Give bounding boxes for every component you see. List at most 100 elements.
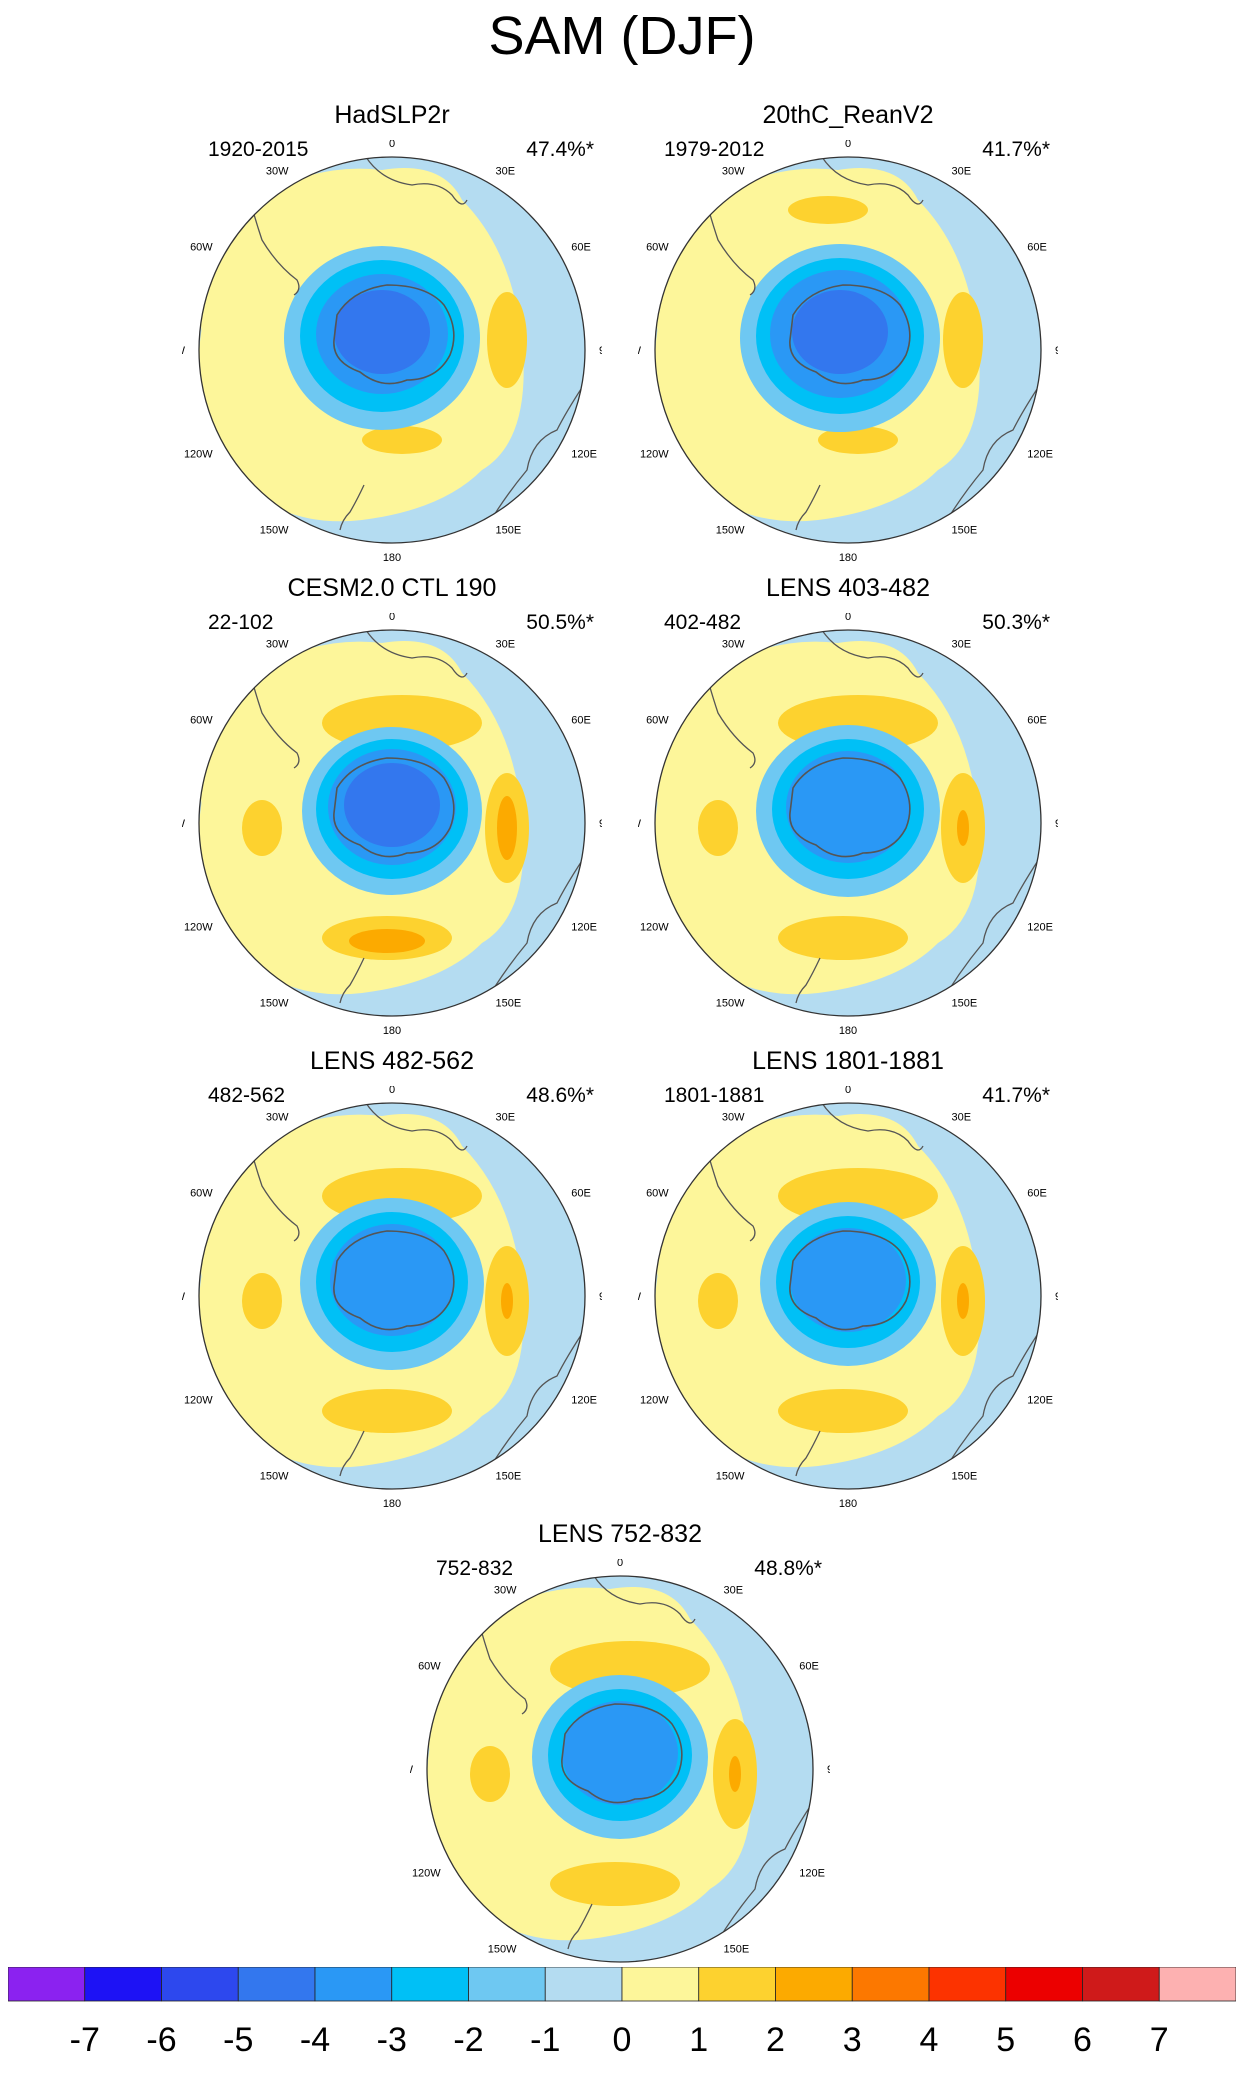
negative-anomaly-ring xyxy=(562,1701,678,1805)
lon-label-30e: 30E xyxy=(496,1112,516,1124)
colorbar-tick-label: 4 xyxy=(920,2021,939,2059)
antarctica-coastline xyxy=(789,284,911,385)
colorbar-tick-label: 6 xyxy=(1073,2021,1092,2059)
colorbar-swatch xyxy=(698,1967,776,2002)
negative-anomaly-ring xyxy=(786,751,910,863)
positive-lobe xyxy=(322,1389,452,1433)
map-fields xyxy=(655,1103,1041,1489)
polar-map: 030E60E90E120E150E180150W120W90W60W30W xyxy=(638,1086,1058,1510)
lon-label-120w: 120W xyxy=(184,1395,213,1407)
antarctica-coastline xyxy=(789,757,911,858)
lon-label-90w: 90W xyxy=(638,818,642,830)
map-border xyxy=(198,629,586,1017)
panel-variance-percent: 41.7%* xyxy=(982,138,1050,161)
negative-anomaly-ring xyxy=(792,290,888,374)
panel-title: 20thC_ReanV2 xyxy=(762,101,934,129)
panel-title: LENS 403-482 xyxy=(765,574,930,602)
lon-label-120e: 120E xyxy=(571,922,597,934)
polar-map: 030E60E90E120E150E180150W120W90W60W30W xyxy=(182,1086,602,1510)
australia-coastline xyxy=(937,1325,1041,1482)
lon-label-30e: 30E xyxy=(952,1112,972,1124)
panel-variance-percent: 50.3%* xyxy=(982,611,1050,634)
lon-label-180: 180 xyxy=(839,552,857,564)
antarctica-coastline xyxy=(333,1230,455,1331)
negative-anomaly-ring xyxy=(330,1224,454,1336)
colorbar-tick-label: 2 xyxy=(766,2021,785,2059)
colorbar-tick-label: -2 xyxy=(453,2021,483,2059)
lon-label-60w: 60W xyxy=(190,242,213,254)
australia-coastline xyxy=(481,852,585,1009)
map-fields xyxy=(427,1576,813,1962)
lon-label-90e: 90E xyxy=(599,818,602,830)
lon-label-60w: 60W xyxy=(190,715,213,727)
new-zealand-coastline xyxy=(795,484,821,531)
lon-label-0: 0 xyxy=(845,1086,851,1096)
positive-lobe xyxy=(778,916,908,960)
lon-label-60w: 60W xyxy=(418,1661,441,1673)
positive-lobe xyxy=(487,292,527,388)
positive-lobe xyxy=(778,1389,908,1433)
new-zealand-coastline xyxy=(339,1430,365,1477)
colorbar-swatch xyxy=(161,1967,239,2002)
map-fields xyxy=(655,630,1041,1016)
map-border xyxy=(198,1102,586,1490)
colorbar-tick-label: 5 xyxy=(996,2021,1015,2059)
map-border xyxy=(654,629,1042,1017)
australia-coastline xyxy=(937,379,1041,536)
polar-map: 030E60E90E120E150E180150W120W90W60W30W xyxy=(410,1559,830,1983)
map-panel-20thc-reanv2: 20thC_ReanV2 1979-2012 41.7%* 0 30E 60E 90E… xyxy=(638,100,1058,570)
panel-period: 482-562 xyxy=(208,1084,286,1107)
negative-anomaly-ring xyxy=(344,763,440,847)
negative-anomaly-ring xyxy=(790,1228,906,1332)
lon-label-120e: 120E xyxy=(1027,922,1053,934)
africa-coastline xyxy=(361,157,468,205)
positive-core xyxy=(729,1756,741,1792)
lon-label-90w: 90W xyxy=(182,818,186,830)
lon-label-120e: 120E xyxy=(1027,449,1053,461)
lon-label-150w: 150W xyxy=(716,997,745,1009)
positive-core xyxy=(957,810,969,846)
lon-label-0: 0 xyxy=(845,613,851,623)
colorbar-tick-label: 3 xyxy=(843,2021,862,2059)
map-border xyxy=(198,156,586,544)
colorbar-swatch xyxy=(237,1967,316,2002)
map-fields xyxy=(199,157,585,543)
africa-coastline xyxy=(817,157,924,205)
lon-label-150w: 150W xyxy=(260,1470,289,1482)
colorbar-tick-label: -6 xyxy=(146,2021,176,2059)
figure-title: SAM (DJF) xyxy=(488,6,756,66)
new-zealand-coastline xyxy=(567,1903,593,1950)
lon-label-0: 0 xyxy=(389,1086,395,1096)
lon-label-90e: 90E xyxy=(1055,1291,1058,1303)
lon-label-90w: 90W xyxy=(182,345,186,357)
lon-label-150w: 150W xyxy=(260,997,289,1009)
colorbar-swatch xyxy=(775,1967,853,2002)
antarctica-coastline xyxy=(789,1230,911,1331)
map-fields xyxy=(655,157,1041,543)
lon-label-60w: 60W xyxy=(646,715,669,727)
lon-label-0: 0 xyxy=(389,613,395,623)
lon-label-0: 0 xyxy=(617,1559,623,1569)
map-panel-hadslp2r: HadSLP2r 1920-2015 47.4%* 0 30E 60E 90E 120E… xyxy=(182,100,602,570)
new-zealand-coastline xyxy=(339,957,365,1004)
lon-label-60w: 60W xyxy=(646,1188,669,1200)
colorbar-swatch xyxy=(8,1967,86,2002)
panel-variance-percent: 48.6%* xyxy=(526,1084,594,1107)
panel-period: 1920-2015 xyxy=(208,138,309,161)
map-fields xyxy=(199,1103,585,1489)
lon-label-150e: 150E xyxy=(952,1470,978,1482)
polar-map: 030E60E90E120E150E180150W120W90W60W30W xyxy=(182,140,602,564)
panel-title: LENS 482-562 xyxy=(309,1047,474,1075)
map-border xyxy=(654,156,1042,544)
colorbar-swatch xyxy=(468,1967,546,2002)
australia-coastline xyxy=(481,379,585,536)
panel-title: LENS 752-832 xyxy=(537,1520,702,1548)
positive-lobe xyxy=(362,426,442,454)
positive-core xyxy=(349,929,425,953)
lon-label-120e: 120E xyxy=(1027,1395,1053,1407)
colorbar-tick-label: -5 xyxy=(223,2021,253,2059)
positive-lobe xyxy=(788,196,868,224)
new-zealand-coastline xyxy=(339,484,365,531)
australia-coastline xyxy=(709,1798,813,1955)
lon-label-120e: 120E xyxy=(571,1395,597,1407)
